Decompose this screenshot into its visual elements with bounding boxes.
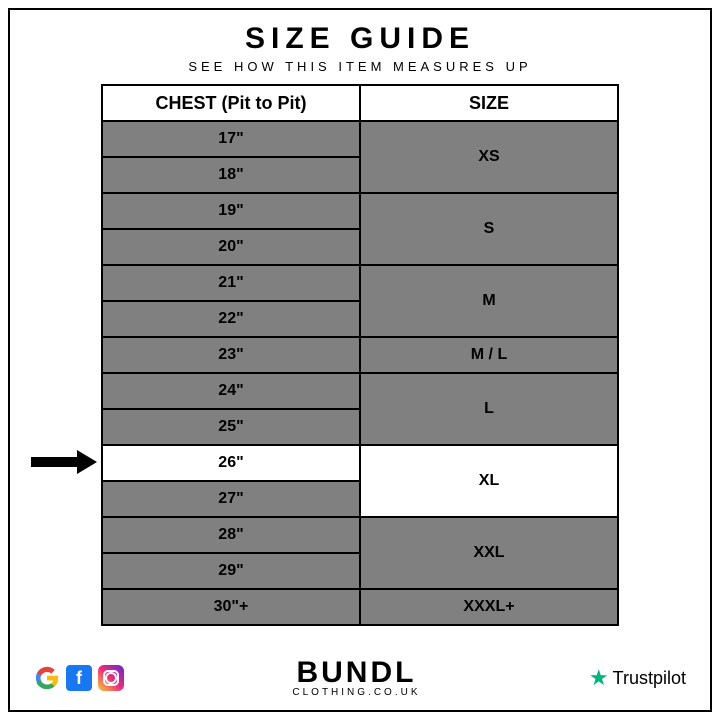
table-row: 23"M / L — [102, 337, 618, 373]
size-cell: M — [360, 265, 618, 337]
table-row: 30"+XXXL+ — [102, 589, 618, 625]
chest-cell: 26" — [102, 445, 360, 481]
google-icon — [34, 665, 60, 691]
chest-cell: 22" — [102, 301, 360, 337]
chest-cell: 27" — [102, 481, 360, 517]
chest-cell: 24" — [102, 373, 360, 409]
chest-cell: 29" — [102, 553, 360, 589]
size-cell: S — [360, 193, 618, 265]
instagram-icon — [98, 665, 124, 691]
footer: f BUNDL CLOTHING.CO.UK ★ Trustpilot — [10, 658, 710, 698]
chest-cell: 17" — [102, 121, 360, 157]
size-cell: XXXL+ — [360, 589, 618, 625]
header-chest: CHEST (Pit to Pit) — [102, 85, 360, 121]
page-subtitle: SEE HOW THIS ITEM MEASURES UP — [188, 59, 531, 74]
table-row: 28"XXL — [102, 517, 618, 553]
chest-cell: 18" — [102, 157, 360, 193]
highlight-arrow-icon — [31, 452, 99, 472]
table-row: 17"XS — [102, 121, 618, 157]
size-cell: XXL — [360, 517, 618, 589]
table-row: 26"XL — [102, 445, 618, 481]
chest-cell: 23" — [102, 337, 360, 373]
chest-cell: 28" — [102, 517, 360, 553]
size-cell: XL — [360, 445, 618, 517]
size-cell: M / L — [360, 337, 618, 373]
brand-url: CLOTHING.CO.UK — [292, 688, 420, 698]
header-size: SIZE — [360, 85, 618, 121]
page-title: SIZE GUIDE — [245, 22, 475, 56]
trustpilot-label: Trustpilot — [613, 668, 686, 689]
table-row: 19"S — [102, 193, 618, 229]
size-table-container: CHEST (Pit to Pit) SIZE 17"XS18"19"S20"2… — [101, 84, 619, 626]
chest-cell: 20" — [102, 229, 360, 265]
brand-name: BUNDL — [292, 658, 420, 688]
chest-cell: 30"+ — [102, 589, 360, 625]
social-icons: f — [34, 665, 124, 691]
table-row: 21"M — [102, 265, 618, 301]
brand-logo: BUNDL CLOTHING.CO.UK — [292, 658, 420, 698]
trustpilot-badge: ★ Trustpilot — [589, 665, 686, 691]
facebook-icon: f — [66, 665, 92, 691]
chest-cell: 25" — [102, 409, 360, 445]
size-cell: XS — [360, 121, 618, 193]
chest-cell: 21" — [102, 265, 360, 301]
table-row: 24"L — [102, 373, 618, 409]
star-icon: ★ — [589, 665, 609, 691]
size-table: CHEST (Pit to Pit) SIZE 17"XS18"19"S20"2… — [101, 84, 619, 626]
chest-cell: 19" — [102, 193, 360, 229]
size-cell: L — [360, 373, 618, 445]
